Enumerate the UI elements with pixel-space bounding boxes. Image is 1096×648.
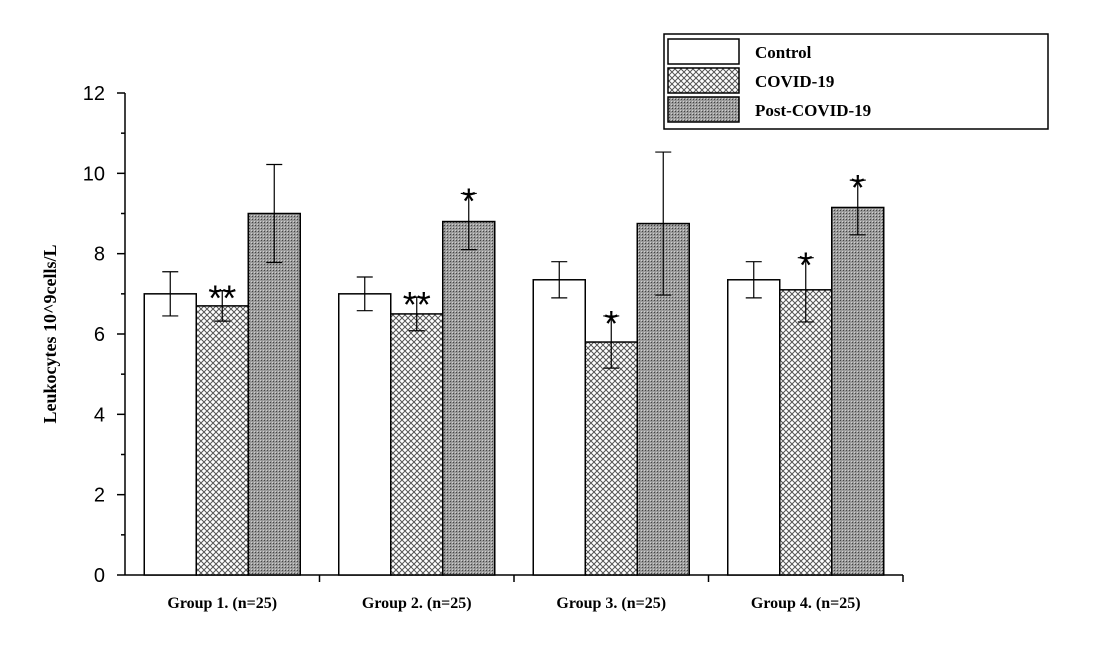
significance-marker: *: [462, 180, 476, 221]
y-tick-label: 2: [94, 485, 105, 507]
category-label: Group 1. (n=25): [167, 595, 277, 612]
category-label: Group 4. (n=25): [751, 595, 861, 612]
legend-label-covid-19: COVID-19: [755, 72, 834, 91]
error-bar-post-covid-19-1: [266, 163, 283, 264]
significance-marker: **: [208, 278, 236, 319]
significance-marker: *: [851, 167, 865, 208]
significance-marker: *: [799, 245, 813, 286]
bar-covid-19-4: [779, 289, 833, 576]
y-tick-label: 4: [94, 404, 105, 426]
bar-covid-19-3: [584, 341, 638, 576]
error-bar-covid-19-1: [214, 290, 231, 322]
category-labels: Group 1. (n=25) Group 2. (n=25) Group 3. (…: [167, 595, 860, 612]
category-label: Group 2. (n=25): [362, 595, 472, 612]
significance-marker: *: [604, 303, 618, 344]
legend-label-control: Control: [755, 43, 812, 62]
error-bar-control-2: [356, 276, 373, 312]
legend: Control COVID-19 Post-COVID-19: [663, 33, 1049, 130]
bar-post-covid-19-4: [831, 206, 885, 576]
error-bar-covid-19-2: [408, 296, 425, 332]
y-tick-label: 6: [94, 324, 105, 346]
error-bar-control-1: [162, 271, 179, 317]
error-bar-post-covid-19-3: [655, 151, 672, 296]
y-tick-label: 8: [94, 244, 105, 266]
significance-markers: ** ******: [208, 167, 865, 344]
significance-marker: **: [403, 284, 431, 325]
legend-items: Control COVID-19 Post-COVID-19: [667, 38, 871, 123]
y-axis-title: Leukocytes 10^9cells/L: [40, 245, 60, 424]
bar-control-1: [143, 293, 197, 576]
bar-covid-19-1: [195, 305, 249, 576]
bar-covid-19-2: [390, 313, 444, 576]
legend-swatch-control: [667, 38, 740, 65]
x-ticks: [318, 575, 904, 582]
bars: [143, 206, 885, 576]
bar-control-2: [338, 293, 392, 576]
legend-label-post-covid-19: Post-COVID-19: [755, 101, 871, 120]
bar-post-covid-19-2: [442, 220, 496, 576]
error-bar-covid-19-4: [797, 257, 814, 323]
bar-post-covid-19-1: [247, 212, 301, 576]
y-tick-label: 12: [83, 83, 105, 105]
y-ticks: 0 2 4 6 8 10 12: [83, 83, 125, 587]
bar-control-4: [727, 279, 781, 576]
error-bar-covid-19-3: [603, 315, 620, 369]
error-bar-post-covid-19-2: [460, 192, 477, 251]
error-bars: [162, 151, 866, 369]
category-label: Group 3. (n=25): [556, 595, 666, 612]
y-tick-label: 10: [83, 163, 105, 185]
legend-swatch-covid-19: [667, 67, 740, 94]
y-tick-label: 0: [94, 565, 105, 587]
bar-control-3: [532, 279, 586, 576]
error-bar-post-covid-19-4: [849, 179, 866, 236]
error-bar-control-3: [551, 261, 568, 299]
legend-swatch-post-covid-19: [667, 96, 740, 123]
error-bar-control-4: [745, 261, 762, 299]
